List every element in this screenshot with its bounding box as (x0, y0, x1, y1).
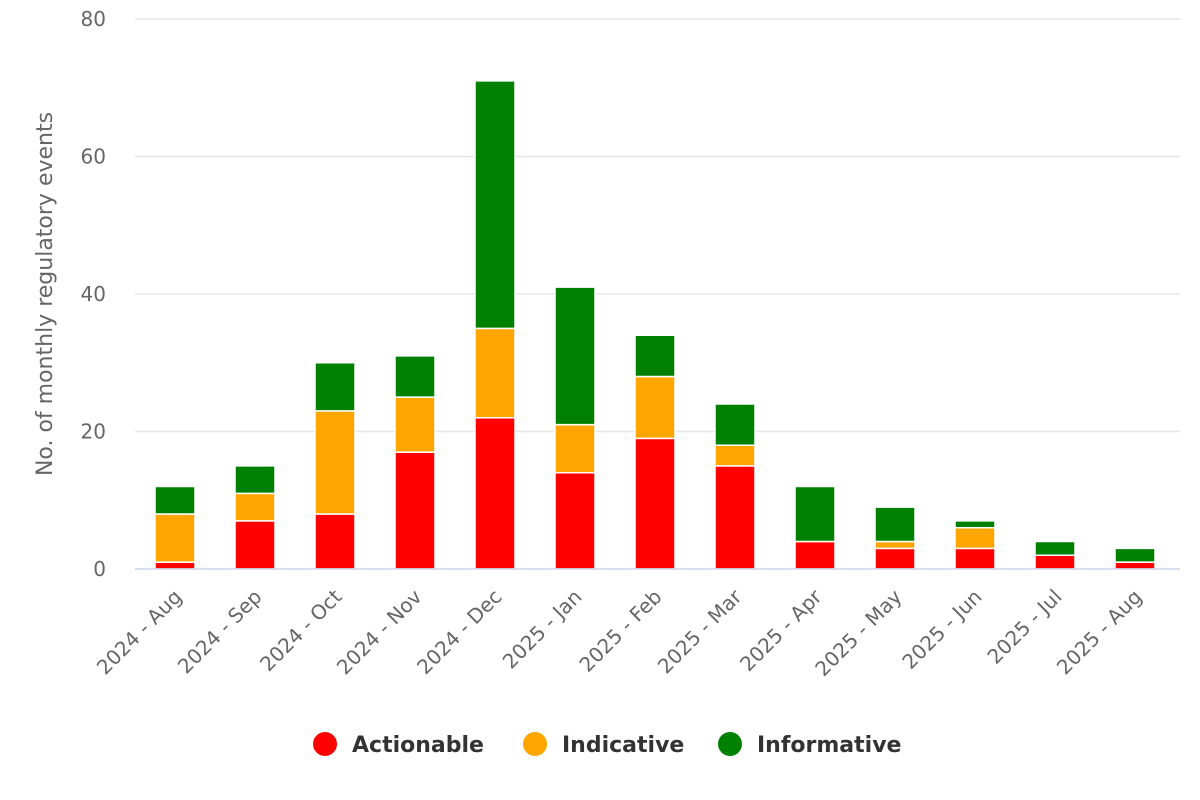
bar-segment-actionable[interactable] (954, 547, 996, 570)
legend-item-indicative[interactable]: Indicative (523, 732, 684, 758)
x-tick-label: 2024 - Aug (92, 585, 187, 680)
bars (154, 80, 1156, 570)
bar-segment-informative[interactable] (874, 506, 916, 543)
bar-segment-actionable[interactable] (1034, 554, 1076, 570)
bar-segment-informative[interactable] (794, 485, 836, 543)
bar-segment-actionable[interactable] (874, 547, 916, 570)
x-tick-label: 2025 - Jul (982, 585, 1066, 669)
bar-segment-indicative[interactable] (314, 410, 356, 515)
x-tick-label: 2025 - Aug (1052, 585, 1147, 680)
bar-segment-actionable[interactable] (714, 465, 756, 570)
bar-segment-informative[interactable] (954, 520, 996, 529)
bar-segment-informative[interactable] (554, 286, 596, 426)
legend-label: Indicative (562, 733, 684, 758)
y-tick-label: 60 (81, 145, 106, 169)
bar-segment-informative[interactable] (394, 355, 436, 398)
x-tick-label: 2024 - Dec (412, 585, 506, 679)
x-tick-label: 2025 - May (810, 584, 906, 680)
y-tick-label: 80 (81, 7, 106, 31)
bar-segment-informative[interactable] (234, 465, 276, 495)
bar-segment-indicative[interactable] (554, 423, 596, 474)
x-tick-label: 2025 - Jun (897, 585, 986, 674)
bar-segment-actionable[interactable] (234, 520, 276, 570)
y-tick-label: 20 (81, 420, 106, 444)
legend-item-actionable[interactable]: Actionable (313, 732, 484, 758)
bar-segment-actionable[interactable] (1114, 561, 1156, 570)
x-tick-label: 2025 - Jan (498, 585, 587, 674)
x-tick-label: 2024 - Nov (332, 584, 427, 679)
y-tick-label: 40 (81, 282, 106, 306)
bar-segment-indicative[interactable] (154, 513, 196, 563)
bar-segment-actionable[interactable] (794, 540, 836, 570)
bar-segment-informative[interactable] (1114, 547, 1156, 563)
bar-segment-actionable[interactable] (634, 437, 676, 570)
bar-segment-informative[interactable] (634, 334, 676, 378)
bar-segment-indicative[interactable] (954, 527, 996, 550)
bar-segment-indicative[interactable] (394, 396, 436, 453)
bar-segment-actionable[interactable] (394, 451, 436, 570)
bar-segment-actionable[interactable] (314, 513, 356, 570)
bar-segment-indicative[interactable] (714, 444, 756, 467)
bar-segment-indicative[interactable] (474, 327, 516, 419)
y-tick-label: 0 (93, 557, 106, 581)
y-axis-ticks: 0 20 40 60 80 (81, 7, 106, 581)
legend-marker (523, 732, 547, 756)
bar-segment-informative[interactable] (314, 362, 356, 412)
legend-label: Informative (757, 733, 901, 758)
bar-segment-actionable[interactable] (554, 472, 596, 570)
legend-marker (313, 732, 337, 756)
bar-segment-actionable[interactable] (154, 561, 196, 570)
bar-segment-informative[interactable] (714, 403, 756, 446)
bar-segment-indicative[interactable] (234, 492, 276, 522)
bar-segment-informative[interactable] (1034, 540, 1076, 556)
legend-item-informative[interactable]: Informative (718, 732, 901, 758)
bar-segment-actionable[interactable] (474, 417, 516, 570)
legend-label: Actionable (352, 733, 484, 758)
legend[interactable]: Actionable Indicative Informative (313, 732, 901, 758)
legend-marker (718, 732, 742, 756)
x-tick-label: 2025 - Mar (653, 584, 747, 678)
bar-segment-informative[interactable] (154, 485, 196, 515)
bar-segment-informative[interactable] (474, 80, 516, 330)
bar-segment-indicative[interactable] (634, 375, 676, 440)
y-axis-title: No. of monthly regulatory events (33, 112, 58, 476)
bar-segment-indicative[interactable] (874, 540, 916, 550)
x-tick-label: 2025 - Feb (574, 585, 666, 677)
x-tick-label: 2024 - Sep (173, 585, 267, 679)
